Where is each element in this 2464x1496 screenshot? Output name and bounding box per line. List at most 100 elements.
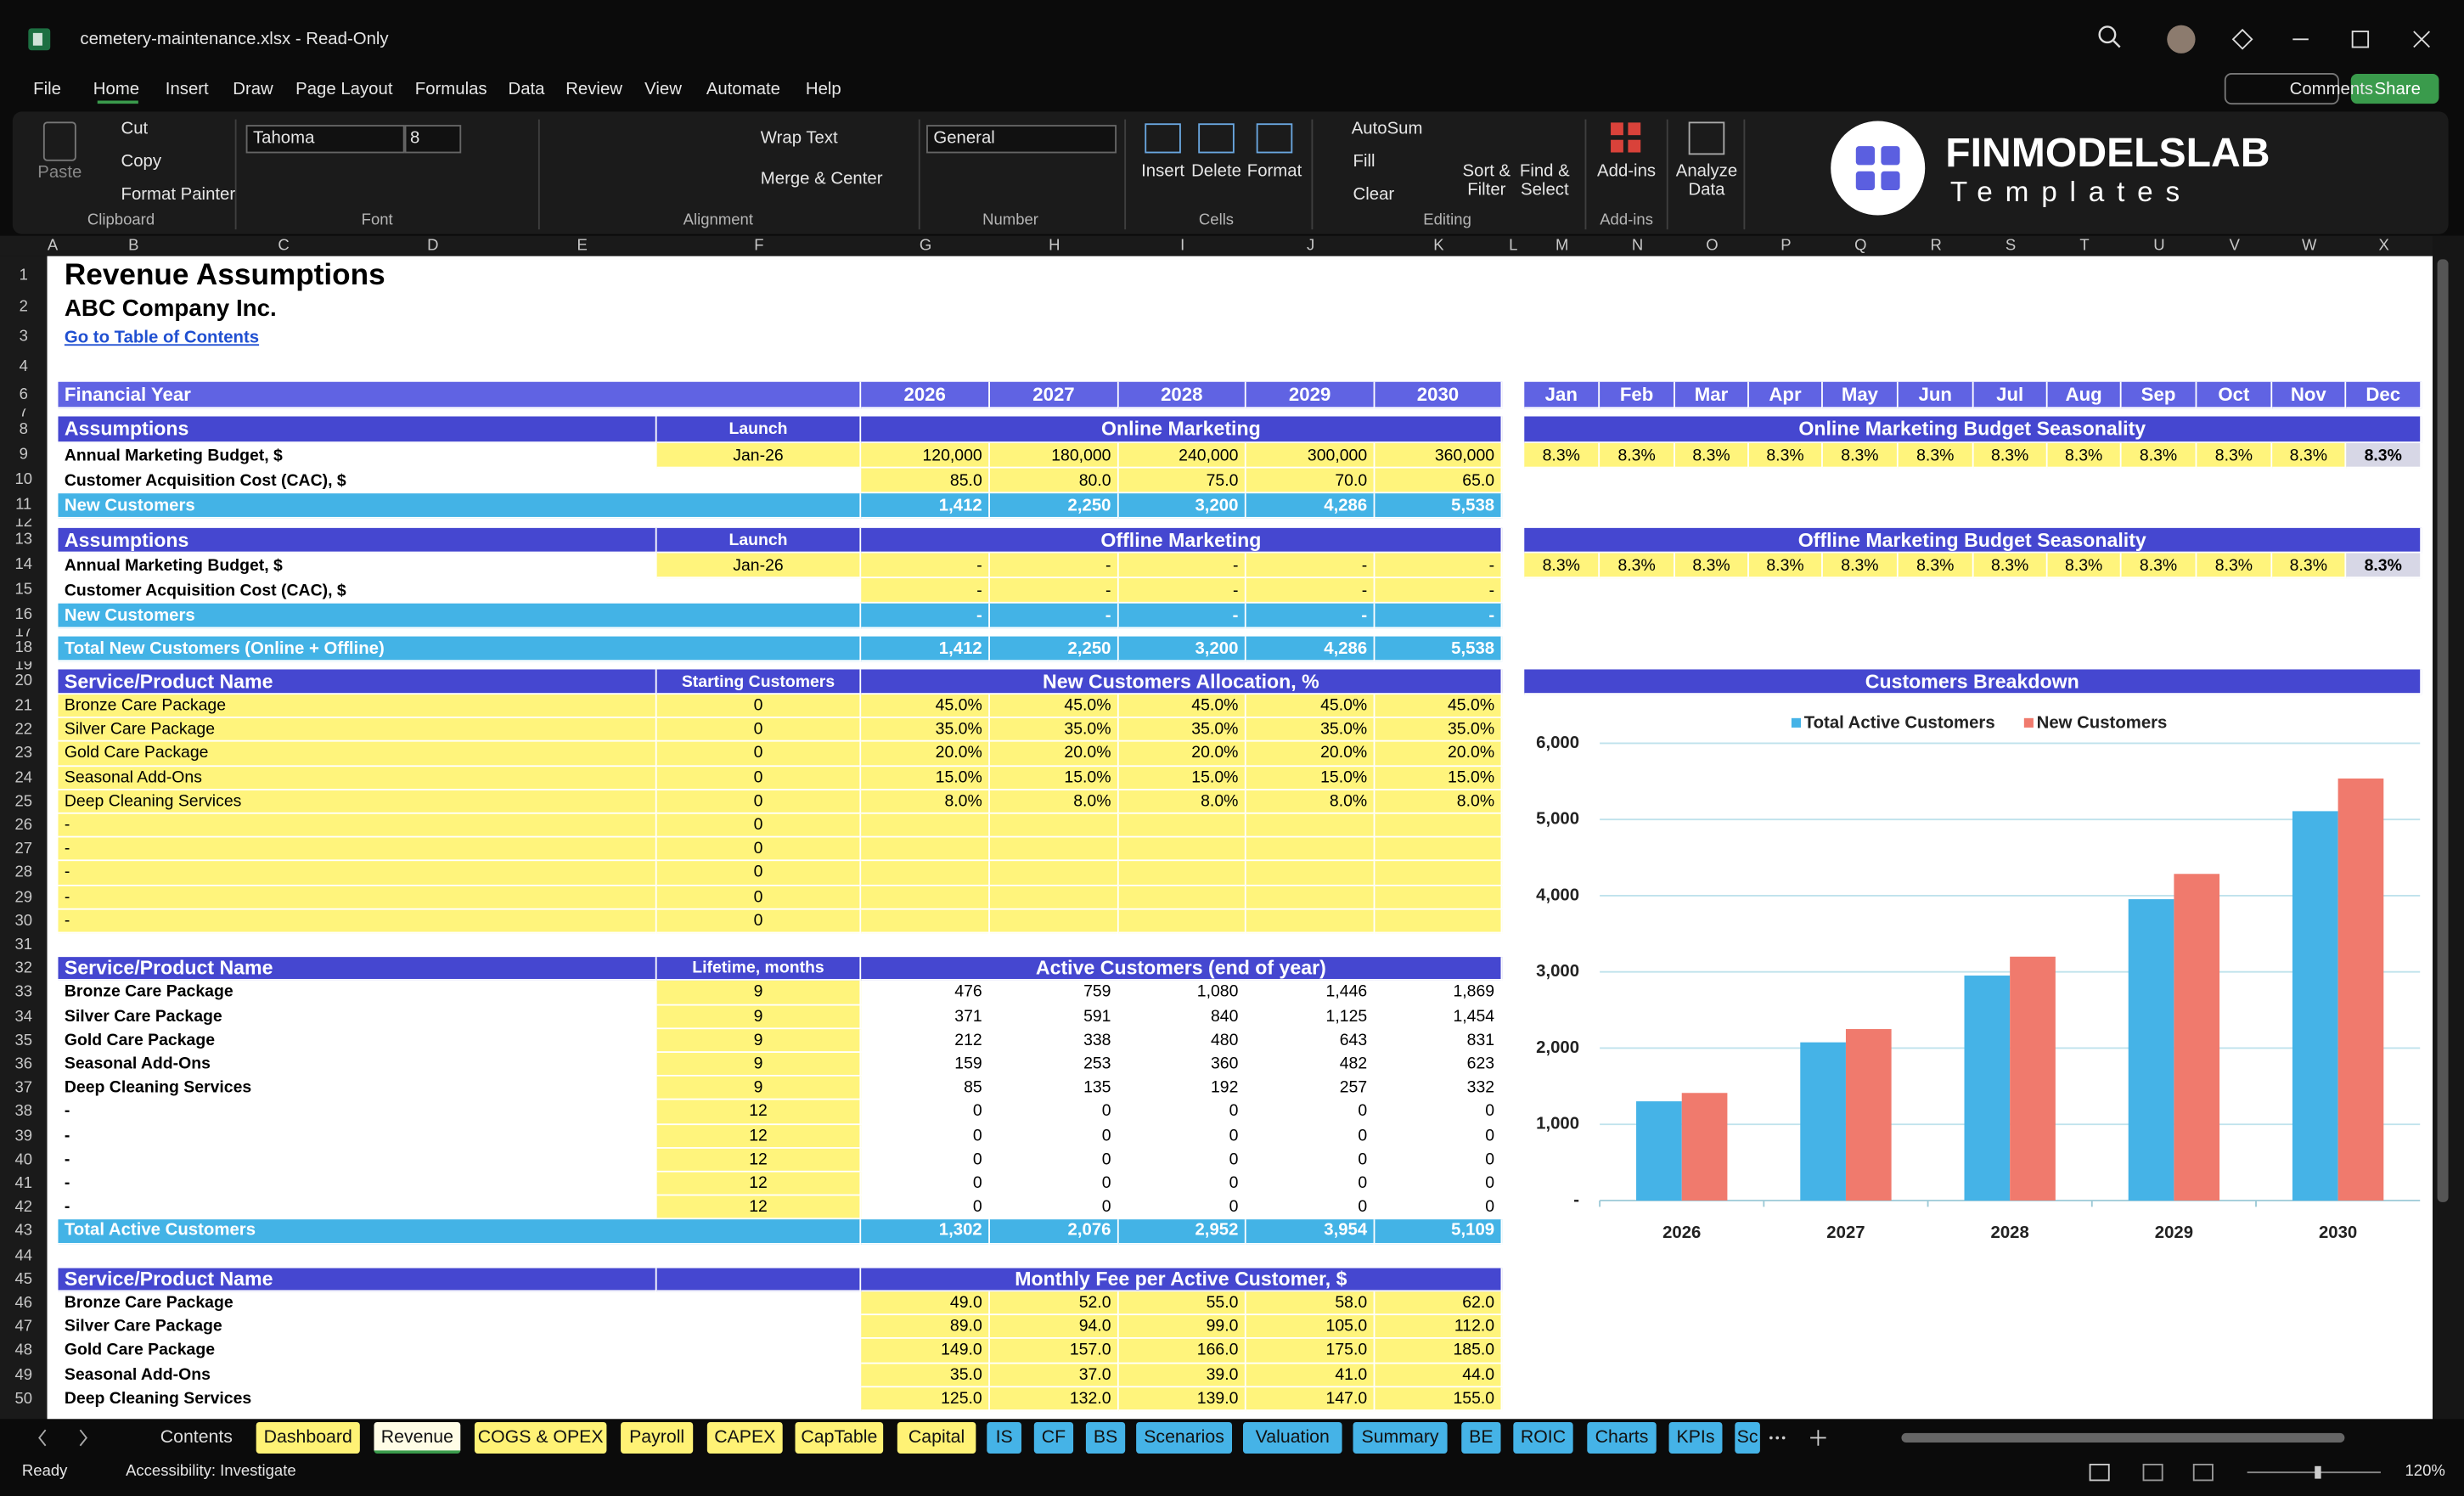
ribbon-button[interactable]: Delete <box>1191 161 1241 181</box>
sheet-tab[interactable]: Capital <box>897 1421 976 1454</box>
ribbon-button[interactable]: Wrap Text <box>760 128 838 148</box>
sheet-tab[interactable]: Dashboard <box>256 1421 360 1454</box>
sheet-tab[interactable]: Valuation <box>1242 1421 1342 1454</box>
font-size[interactable]: 8 <box>410 128 420 148</box>
ribbon-button[interactable]: Sort & Filter <box>1462 161 1511 200</box>
lifetime: 9 <box>656 1053 862 1077</box>
ribbon-button[interactable]: Analyze Data <box>1675 161 1738 200</box>
value-cell: 35.0% <box>990 718 1119 743</box>
logo-tagline: Templates <box>1949 176 2192 208</box>
y-tick-label: 3,000 <box>1536 962 1579 981</box>
value-cell: 157.0 <box>990 1339 1119 1364</box>
value-cell: 52.0 <box>990 1291 1119 1316</box>
value-cell: 0 <box>861 1195 991 1220</box>
ribbon-button[interactable]: Copy <box>121 152 162 172</box>
row-label: New Customers <box>58 603 862 629</box>
value-cell: - <box>1375 603 1503 629</box>
row-header: 42 <box>14 1199 33 1217</box>
column-header: I <box>1180 237 1185 255</box>
font-name[interactable]: Tahoma <box>252 128 315 148</box>
ribbon-button[interactable]: Find & Select <box>1519 161 1570 200</box>
column-header: J <box>1306 237 1315 255</box>
ribbon-button[interactable]: Add-ins <box>1597 161 1657 181</box>
column-header: F <box>754 237 764 255</box>
sheet-tab[interactable]: CAPEX <box>706 1421 783 1454</box>
input-cell <box>1246 861 1375 886</box>
share-button[interactable]: Share <box>2374 80 2421 99</box>
value-cell: 371 <box>861 1004 991 1029</box>
comments-button[interactable]: Comments <box>2289 80 2374 99</box>
ribbon-button[interactable]: Paste <box>37 163 82 183</box>
month-header: Jan <box>1524 381 1600 409</box>
sheet-tab[interactable]: COGS & OPEX <box>474 1421 607 1454</box>
value-cell: 1,412 <box>861 636 991 662</box>
sheet-tab[interactable]: Contents <box>160 1428 233 1448</box>
product-name: Seasonal Add-Ons <box>58 1053 657 1077</box>
value-cell: 15.0% <box>1375 766 1503 790</box>
ribbon-button[interactable]: Merge & Center <box>760 169 883 189</box>
ribbon-button[interactable]: Format Painter <box>121 185 236 205</box>
value-cell: 759 <box>990 981 1119 1005</box>
group-heading: Offline Marketing <box>861 527 1503 554</box>
sheet-tab[interactable]: Charts <box>1587 1421 1657 1454</box>
logo-brand: FINMODELSLAB <box>1945 128 2270 177</box>
input-cell <box>861 813 991 838</box>
value-cell: 0 <box>1375 1124 1503 1149</box>
sheet-tab[interactable]: CF <box>1033 1421 1074 1454</box>
x-tick-label: 2030 <box>2319 1223 2357 1242</box>
ribbon-button[interactable]: Fill <box>1353 152 1375 172</box>
lifetime: 9 <box>656 1077 862 1101</box>
sheet-tab[interactable]: Summary <box>1353 1421 1448 1454</box>
sheet-tab[interactable]: Revenue <box>374 1421 461 1454</box>
group-label: Editing <box>1423 211 1471 230</box>
sheet-tab[interactable]: Scenarios <box>1136 1421 1233 1454</box>
seasonality-value: 8.3% <box>2047 442 2122 469</box>
row-header: 17 <box>0 628 48 636</box>
ribbon-button[interactable]: Insert <box>1141 161 1185 181</box>
value-cell: 45.0% <box>1246 695 1375 719</box>
launch-date: Jan-26 <box>656 553 862 579</box>
value-cell: 135 <box>990 1077 1119 1101</box>
month-header: Sep <box>2121 381 2197 409</box>
ribbon-button[interactable]: Cut <box>121 119 149 138</box>
sheet-tab[interactable]: Sc <box>1735 1421 1760 1454</box>
row-label: Annual Marketing Budget, $ <box>58 442 657 469</box>
lifetime: 12 <box>656 1124 862 1149</box>
row-header: 25 <box>14 793 33 811</box>
ribbon-button[interactable]: Clear <box>1353 185 1395 205</box>
lifetime: 9 <box>656 1004 862 1029</box>
lifetime: 9 <box>656 981 862 1005</box>
sheet-tab[interactable]: CapTable <box>795 1421 884 1454</box>
row-header: 32 <box>14 960 33 978</box>
row-header: 49 <box>14 1366 33 1384</box>
value-cell: 41.0 <box>1246 1363 1375 1387</box>
column-header: U <box>2153 237 2165 255</box>
value-cell: 643 <box>1246 1028 1375 1054</box>
section-heading: Service/Product Name <box>58 669 657 695</box>
value-cell: 175.0 <box>1246 1339 1375 1364</box>
sheet-tab[interactable]: IS <box>987 1421 1022 1454</box>
sheet-tab[interactable]: BS <box>1085 1421 1126 1454</box>
value-cell: 480 <box>1118 1028 1246 1054</box>
product-name: - <box>58 813 657 838</box>
sheet-tab[interactable]: ROIC <box>1513 1421 1573 1454</box>
ribbon-button[interactable]: AutoSum <box>1351 119 1423 138</box>
value-cell: 0 <box>1246 1195 1375 1220</box>
number-format[interactable]: General <box>933 128 995 148</box>
sheet-tab[interactable]: KPIs <box>1668 1421 1723 1454</box>
value-cell: 300,000 <box>1246 442 1375 469</box>
value-cell: 85 <box>861 1077 991 1101</box>
product-name: Silver Care Package <box>58 1004 657 1029</box>
sheet-tab[interactable]: Payroll <box>621 1421 694 1454</box>
sheet-tab[interactable]: BE <box>1461 1421 1501 1454</box>
ribbon-button[interactable]: Format <box>1246 161 1302 181</box>
value-cell: 35.0% <box>1246 718 1375 743</box>
bar <box>2128 899 2174 1201</box>
value-cell: 0 <box>990 1195 1119 1220</box>
toc-link[interactable]: Go to Table of Contents <box>64 328 260 348</box>
launch-date: Jan-26 <box>656 442 862 469</box>
lifetime: 12 <box>656 1195 862 1220</box>
month-header: Nov <box>2272 381 2347 409</box>
accessibility-status[interactable]: Accessibility: Investigate <box>126 1463 296 1481</box>
column-header: B <box>128 237 139 255</box>
